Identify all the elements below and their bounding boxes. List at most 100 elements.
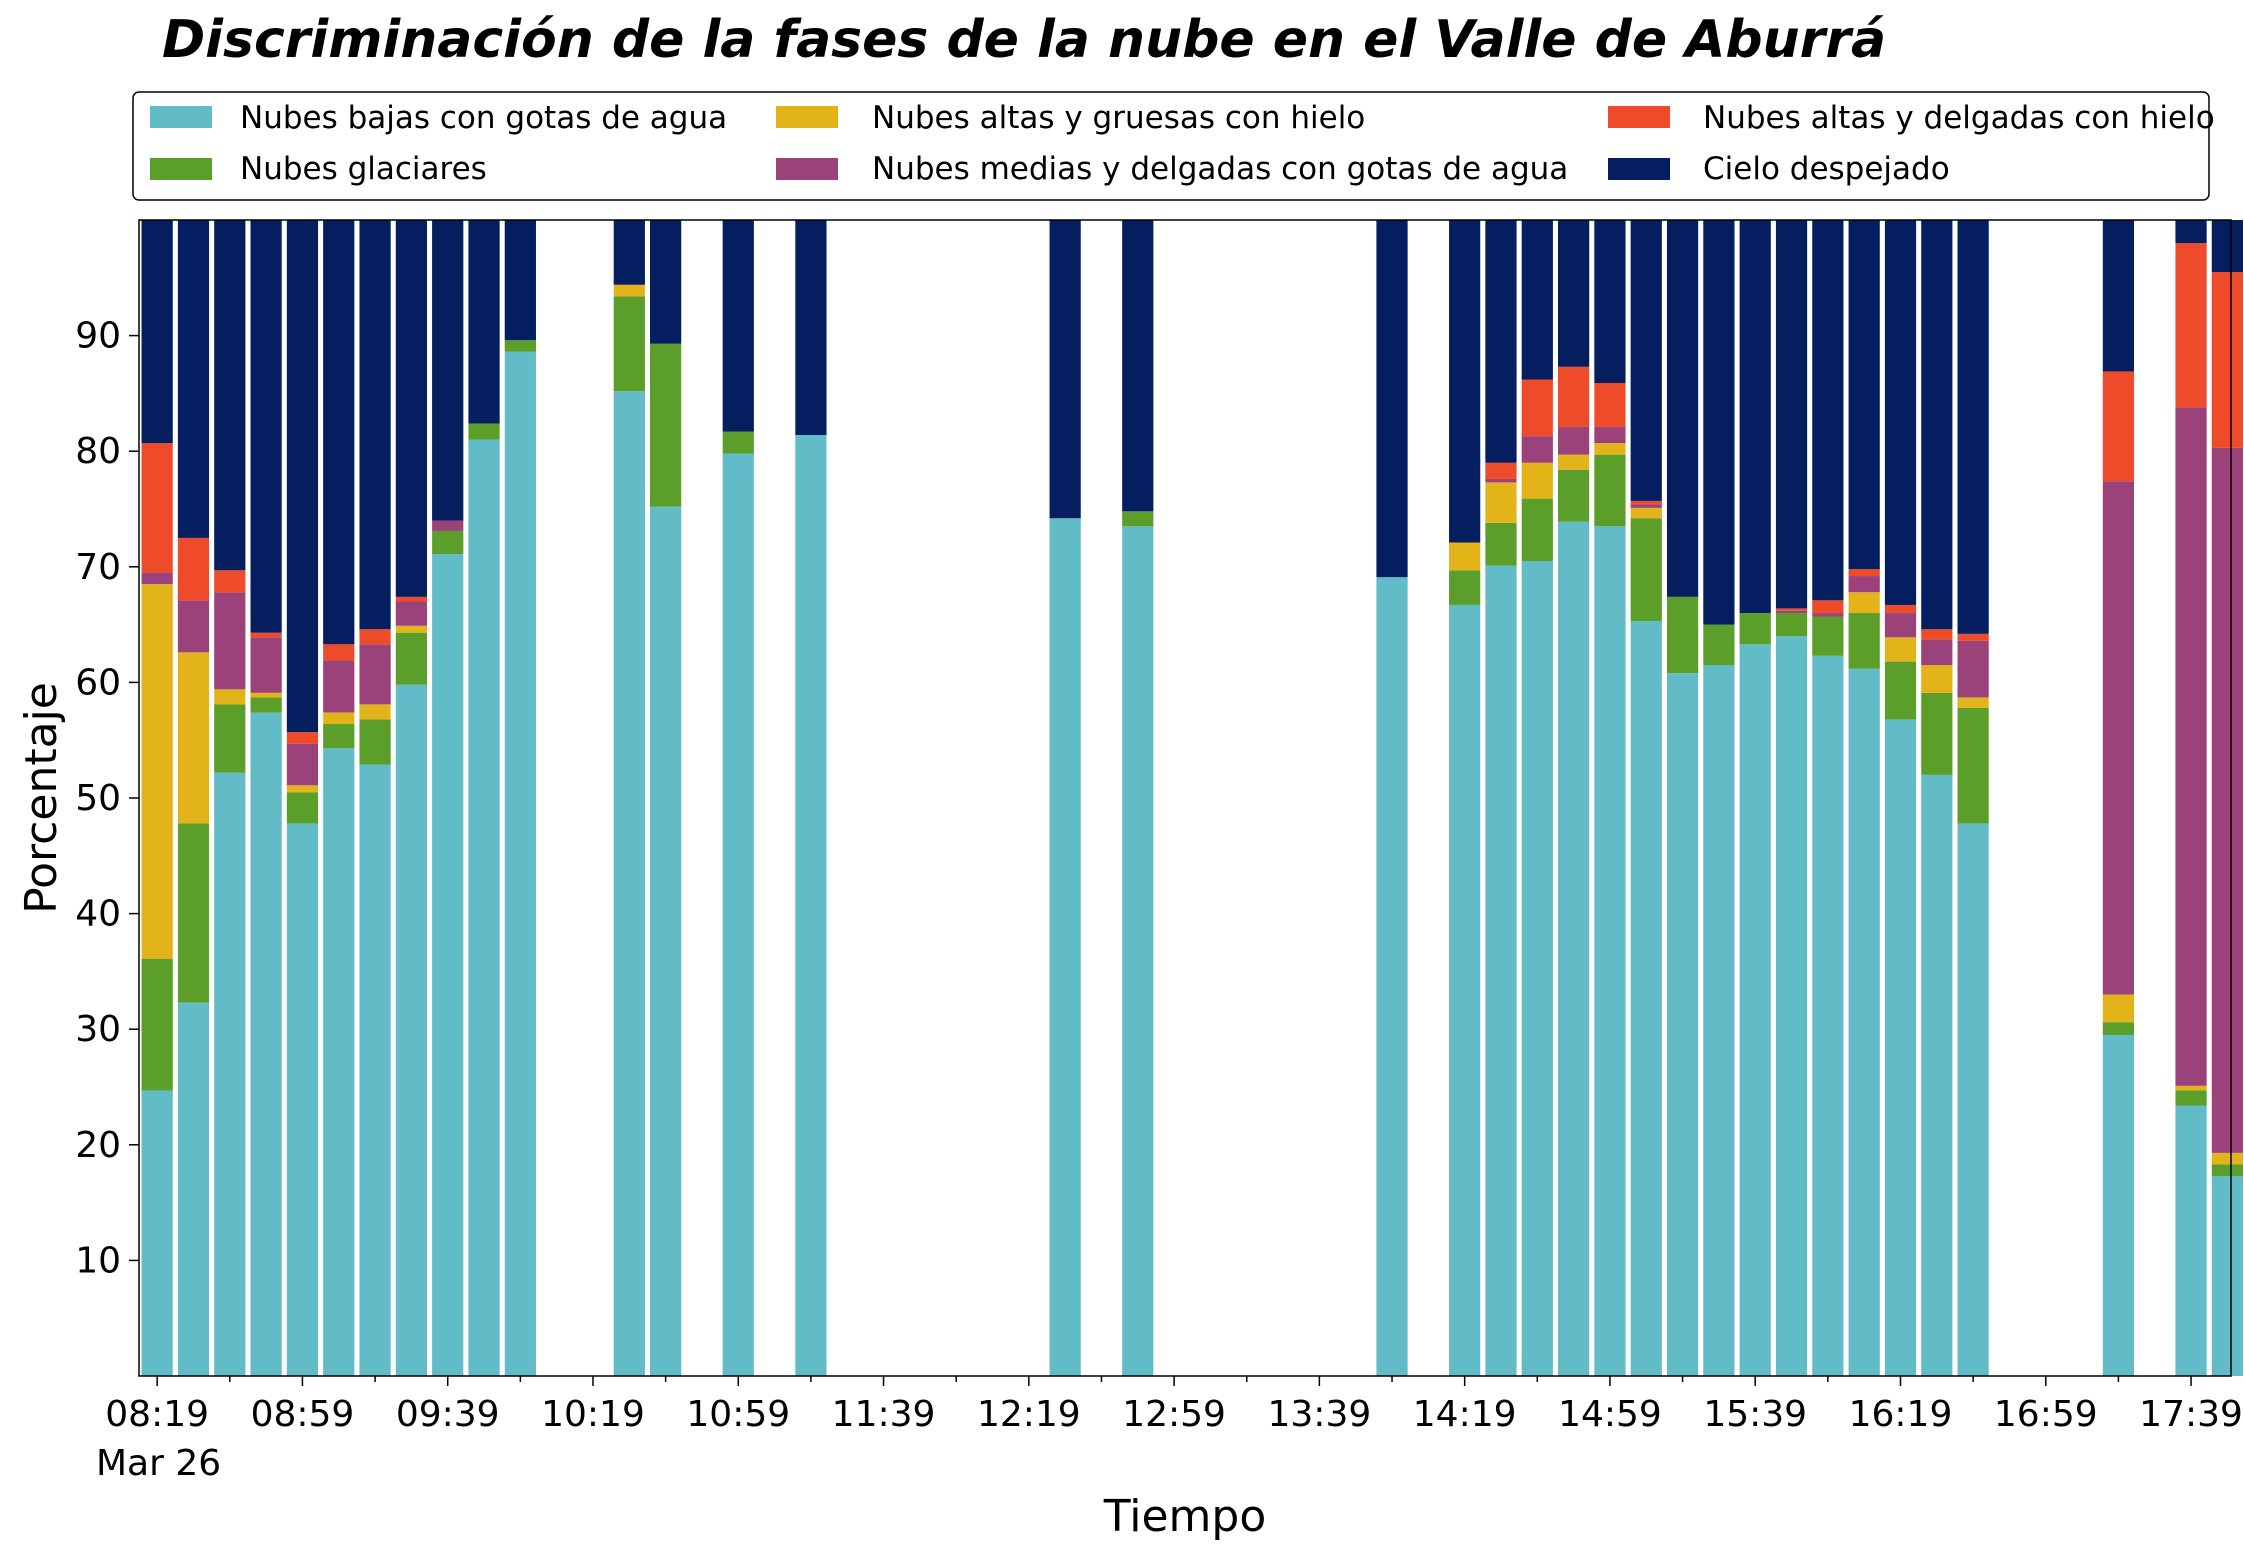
bar-segment-despejado [1775,220,1808,609]
bar-stack-1439 [1521,220,1553,1376]
bar-segment-delgadas_hielo [323,644,355,661]
bar-segment-bajas [1884,719,1917,1376]
legend-label-glaciares: Nubes glaciares [240,151,487,187]
bar-segment-gruesas_hielo [141,584,173,959]
bar-segment-despejado [722,220,754,432]
y-tick-label: 60 [75,662,121,703]
x-axis-label: Tiempo [1103,1491,1267,1542]
bar-segment-delgadas_hielo [2175,243,2207,408]
bar-segment-despejado [2175,220,2207,244]
bar-segment-glaciares [1848,613,1880,669]
bar-segment-bajas [1630,621,1662,1376]
bar-segment-delgadas_hielo [2211,272,2243,448]
bar-segment-medias [323,660,355,713]
bar-segment-gruesas_hielo [395,625,428,633]
bar-segment-bajas [2102,1034,2135,1376]
bar-segment-glaciares [1594,454,1626,527]
bar-segment-glaciares [395,632,428,685]
x-tick-label: 09:39 [396,1394,500,1435]
bar-segment-delgadas_hielo [1921,629,1953,640]
bar-segment-glaciares [286,792,319,824]
bar-stack-1029 [613,220,645,1377]
bar-segment-glaciares [1449,570,1481,605]
bar-segment-gruesas_hielo [177,652,210,824]
bar-segment-glaciares [432,530,464,555]
bar-segment-delgadas_hielo [1558,366,1590,427]
bar-segment-gruesas_hielo [250,692,282,698]
bar-segment-despejado [432,220,464,521]
bar-segment-bajas [1703,665,1735,1376]
y-tick-label: 90 [75,316,121,357]
bar-segment-despejado [1485,220,1517,463]
bar-stack-1749 [2211,220,2243,1376]
bar-stack-1119 [795,220,827,1376]
bar-segment-glaciares [1521,498,1553,562]
bar-segment-medias [1957,640,1989,698]
bar-segment-bajas [795,435,827,1376]
x-tick-label: 13:39 [1268,1394,1372,1435]
bar-segment-glaciares [2102,1022,2135,1035]
bar-segment-gruesas_hielo [1848,592,1880,614]
bar-stack-0959 [504,220,536,1376]
bar-segment-bajas [141,1090,173,1376]
bar-segment-bajas [1812,655,1844,1376]
y-axis-label: Porcentaje [16,682,67,914]
legend-swatch-delgadas-hielo [1608,106,1670,128]
bar-segment-glaciares [1122,511,1154,527]
bar-segment-glaciares [468,423,500,440]
bar-stack-0929 [395,220,428,1376]
x-axis: 08:19 08:59 09:39 10:19 10:59 11:39 12:19 12:59… [105,1376,2243,1435]
bar-segment-gruesas_hielo [1594,443,1626,455]
bar-segment-glaciares [1884,661,1917,720]
bar-stack-1629 [1921,220,1953,1376]
bar-segment-despejado [1521,220,1553,380]
bar-segment-glaciares [2175,1090,2207,1106]
bar-stack-1519 [1666,220,1699,1376]
bar-segment-gruesas_hielo [286,785,319,793]
bar-segment-bajas [1848,668,1880,1376]
legend-swatch-despejado [1608,158,1670,180]
bar-segment-bajas [1449,604,1481,1376]
bar-stack-1229 [1049,220,1081,1376]
legend-label-delgadas-hielo: Nubes altas y delgadas con hielo [1703,100,2215,136]
bar-segment-gruesas_hielo [359,704,391,720]
bar-segment-glaciares [650,343,682,507]
bar-segment-delgadas_hielo [1594,383,1626,427]
bar-segment-despejado [1921,220,1953,630]
bar-segment-despejado [650,220,682,344]
bar-segment-glaciares [1812,616,1844,656]
bar-segment-bajas [286,823,319,1376]
bar-segment-despejado [1848,220,1880,570]
bar-segment-despejado [177,220,210,538]
x-tick-label: 16:19 [1849,1394,1953,1435]
bar-stack-1359 [1376,220,1408,1376]
bar-segment-delgadas_hielo [359,629,391,645]
x-tick-label: 16:59 [1994,1394,2098,1435]
bar-stack-1719 [2102,220,2135,1376]
bar-stack-1739 [2175,220,2207,1376]
bars-layer [141,220,2243,1377]
bar-segment-medias [1594,426,1626,444]
bar-segment-gruesas_hielo [2102,994,2135,1023]
bar-stack-1419 [1449,220,1481,1376]
bar-segment-despejado [359,220,391,630]
bar-segment-glaciares [214,704,246,773]
bar-segment-despejado [613,220,645,285]
bar-segment-medias [250,637,282,693]
legend: Nubes bajas con gotas de agua Nubes glac… [132,91,2215,201]
x-tick-label: 10:19 [541,1394,645,1435]
bar-segment-despejado [395,220,428,597]
bar-stack-1559 [1812,220,1844,1376]
bar-segment-medias [1558,426,1590,455]
bar-segment-glaciares [1957,707,1989,824]
bar-segment-bajas [468,439,500,1376]
bar-segment-bajas [1666,673,1699,1376]
bar-stack-1639 [1957,220,1989,1376]
legend-swatch-glaciares [150,158,212,180]
bar-stack-0939 [432,220,464,1376]
bar-segment-despejado [1666,220,1699,597]
bar-stack-1039 [650,220,682,1376]
bar-segment-medias [1921,639,1953,666]
y-tick-label: 70 [75,547,121,588]
